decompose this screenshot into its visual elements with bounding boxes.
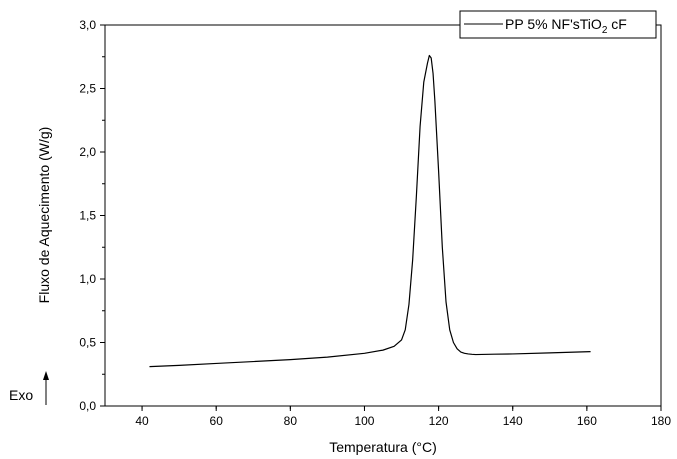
y-tick-label: 0,5	[79, 336, 96, 350]
x-tick-label: 140	[503, 414, 523, 428]
legend-label: PP 5% NF'sTiO2 cF	[505, 16, 627, 36]
legend: PP 5% NF'sTiO2 cF	[459, 10, 657, 39]
x-tick-label: 160	[577, 414, 597, 428]
x-tick-label: 120	[429, 414, 449, 428]
x-axis-ticks: 40 60 80 100 120 140 160 180	[135, 406, 671, 428]
y-axis-ticks: 0,0 0,5 1,0 1,5 2,0 2,5 3,0	[79, 18, 105, 413]
x-tick-label: 40	[135, 414, 149, 428]
y-tick-label: 0,0	[79, 399, 96, 413]
exo-arrow-icon	[43, 371, 49, 405]
x-tick-label: 80	[284, 414, 298, 428]
y-tick-label: 2,5	[79, 82, 96, 96]
exo-label: Exo	[9, 387, 33, 403]
y-axis-title: Fluxo de Aquecimento (W/g)	[36, 127, 52, 304]
series-layer	[149, 54, 591, 368]
y-tick-label: 1,0	[79, 272, 96, 286]
x-axis-title: Temperatura (°C)	[329, 439, 437, 455]
x-tick-label: 100	[354, 414, 374, 428]
y-tick-label: 2,0	[79, 145, 96, 159]
series-line	[149, 54, 591, 368]
y-tick-label: 1,5	[79, 209, 96, 223]
x-tick-label: 60	[210, 414, 224, 428]
x-tick-label: 180	[651, 414, 671, 428]
plot-area	[104, 24, 662, 407]
y-tick-label: 3,0	[79, 18, 96, 32]
